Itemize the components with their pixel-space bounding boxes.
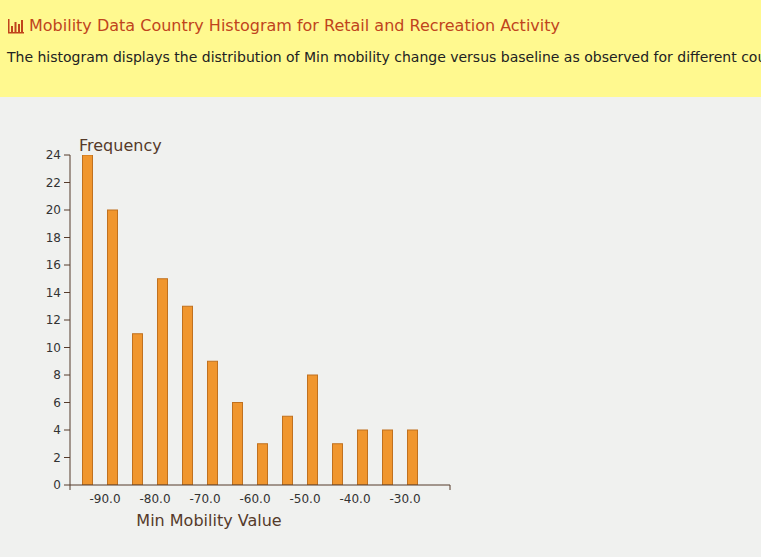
y-tick bbox=[64, 292, 70, 293]
y-tick-label: 2 bbox=[53, 451, 61, 465]
y-tick-label: 18 bbox=[46, 231, 61, 245]
y-tick bbox=[64, 457, 70, 458]
y-tick-label: 20 bbox=[46, 203, 61, 217]
y-tick bbox=[64, 210, 70, 211]
bar bbox=[158, 279, 168, 485]
subtitle: The histogram displays the distribution … bbox=[7, 49, 761, 65]
bar bbox=[233, 403, 243, 486]
chart: 024681012141618202224-90.0-80.0-70.0-60.… bbox=[0, 97, 761, 557]
y-tick bbox=[64, 182, 70, 183]
x-axis bbox=[70, 485, 450, 486]
bar bbox=[108, 210, 118, 485]
y-tick bbox=[64, 320, 70, 321]
bar bbox=[308, 375, 318, 485]
y-tick-label: 6 bbox=[53, 396, 61, 410]
x-axis-end bbox=[70, 485, 71, 490]
y-tick-label: 4 bbox=[53, 423, 61, 437]
y-tick-label: 14 bbox=[46, 286, 61, 300]
x-tick-label: -70.0 bbox=[189, 492, 220, 506]
y-tick-label: 8 bbox=[53, 368, 61, 382]
y-tick bbox=[64, 430, 70, 431]
x-tick-label: -90.0 bbox=[89, 492, 120, 506]
bar bbox=[208, 361, 218, 485]
bar bbox=[358, 430, 368, 485]
x-axis-label: Min Mobility Value bbox=[136, 511, 281, 530]
y-axis-label: Frequency bbox=[79, 136, 162, 155]
chart-icon bbox=[7, 18, 25, 34]
y-tick bbox=[64, 402, 70, 403]
y-tick bbox=[64, 237, 70, 238]
bar bbox=[408, 430, 418, 485]
bar bbox=[333, 444, 343, 485]
bar bbox=[183, 306, 193, 485]
x-tick-label: -80.0 bbox=[139, 492, 170, 506]
bars bbox=[83, 155, 418, 485]
x-axis-end bbox=[450, 485, 451, 490]
bar bbox=[383, 430, 393, 485]
y-tick-label: 22 bbox=[46, 176, 61, 190]
y-tick bbox=[64, 155, 70, 156]
y-tick-label: 16 bbox=[46, 258, 61, 272]
x-tick-label: -40.0 bbox=[339, 492, 370, 506]
x-tick-label: -60.0 bbox=[239, 492, 270, 506]
x-tick-label: -50.0 bbox=[289, 492, 320, 506]
x-tick-label: -30.0 bbox=[389, 492, 420, 506]
y-tick bbox=[64, 375, 70, 376]
header: Mobility Data Country Histogram for Reta… bbox=[0, 0, 761, 97]
y-tick-label: 10 bbox=[46, 341, 61, 355]
y-tick bbox=[64, 347, 70, 348]
bar bbox=[133, 334, 143, 485]
y-tick-label: 12 bbox=[46, 313, 61, 327]
bar bbox=[83, 155, 93, 485]
y-tick bbox=[64, 265, 70, 266]
y-tick-label: 0 bbox=[53, 478, 61, 492]
title: Mobility Data Country Histogram for Reta… bbox=[29, 16, 560, 35]
y-tick-label: 24 bbox=[46, 148, 61, 162]
bar bbox=[283, 416, 293, 485]
bar bbox=[258, 444, 268, 485]
y-tick bbox=[64, 485, 70, 486]
